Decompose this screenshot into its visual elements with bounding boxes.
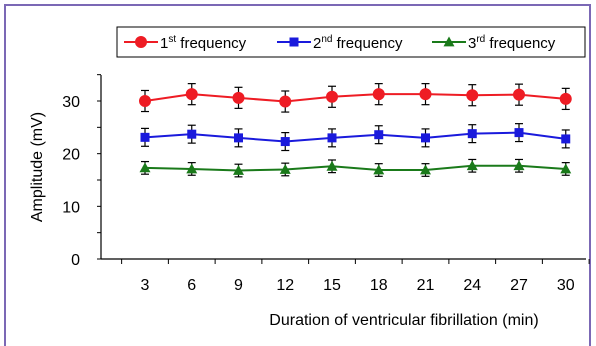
x-tick-label: 21 [417,277,435,294]
data-point [139,95,151,107]
chart-frame [4,4,591,346]
data-point [280,137,290,147]
series-3 [139,158,572,178]
data-point [373,164,385,175]
y-tick-label: 0 [71,252,80,269]
y-tick-label: 10 [62,199,80,216]
data-point [139,162,151,173]
legend-label: 1st frequency [160,34,247,52]
legend: 1st frequency 2nd frequency 3rd frequency [124,34,556,52]
x-tick-label: 9 [234,277,243,294]
x-tick-label: 3 [141,277,150,294]
data-point [185,88,198,101]
series-2 [140,123,571,152]
y-tick-label: 20 [62,147,80,164]
x-tick-label: 24 [463,277,481,294]
legend-label: 2nd frequency [313,34,403,52]
series-line [144,131,566,143]
legend-item-2: 2nd frequency [277,34,403,52]
data-point [419,88,432,101]
legend-label: 3rd frequency [468,34,556,52]
x-tick-label: 12 [276,277,294,294]
data-point [232,91,245,104]
legend-marker [135,36,147,48]
x-ticks: 3 6 9 12 15 18 21 24 27 30 [121,259,590,294]
data-point [233,165,244,175]
x-tick-label: 18 [370,277,388,294]
data-point [420,164,431,175]
data-point [560,163,572,174]
data-point [513,88,525,101]
legend-marker [289,37,299,47]
data-point [326,90,338,103]
y-tick-label: 30 [62,94,80,111]
legend-item-1: 1st frequency [124,34,247,52]
x-tick-label: 27 [510,277,528,294]
series-layer [139,83,572,178]
legend-marker [443,36,455,47]
data-point [187,129,197,139]
data-point [234,133,243,143]
legend-item-3: 3rd frequency [432,34,556,52]
data-point [372,88,385,101]
x-tick-label: 6 [187,277,196,294]
data-point [421,133,430,143]
x-tick-label: 15 [323,277,341,294]
y-axis-label: Amplitude (mV) [29,112,46,222]
data-point [140,132,150,142]
series-1 [139,83,572,113]
data-point [466,160,478,171]
series-line [144,164,566,172]
data-point [561,134,571,144]
x-tick-label: 30 [557,277,575,294]
legend-box [116,26,586,58]
data-point [186,163,198,174]
x-axis-label: Duration of ventricular fibrillation (mi… [269,312,538,329]
data-point [327,133,337,143]
data-point [279,163,291,174]
data-point [514,128,524,138]
data-point [559,92,572,105]
data-point [326,160,338,171]
data-point [513,160,525,171]
data-point [466,89,479,102]
data-point [374,130,384,140]
data-point [467,129,477,139]
y-ticks: 0 10 20 30 [62,74,101,269]
data-point [279,95,292,108]
series-line [144,93,566,103]
